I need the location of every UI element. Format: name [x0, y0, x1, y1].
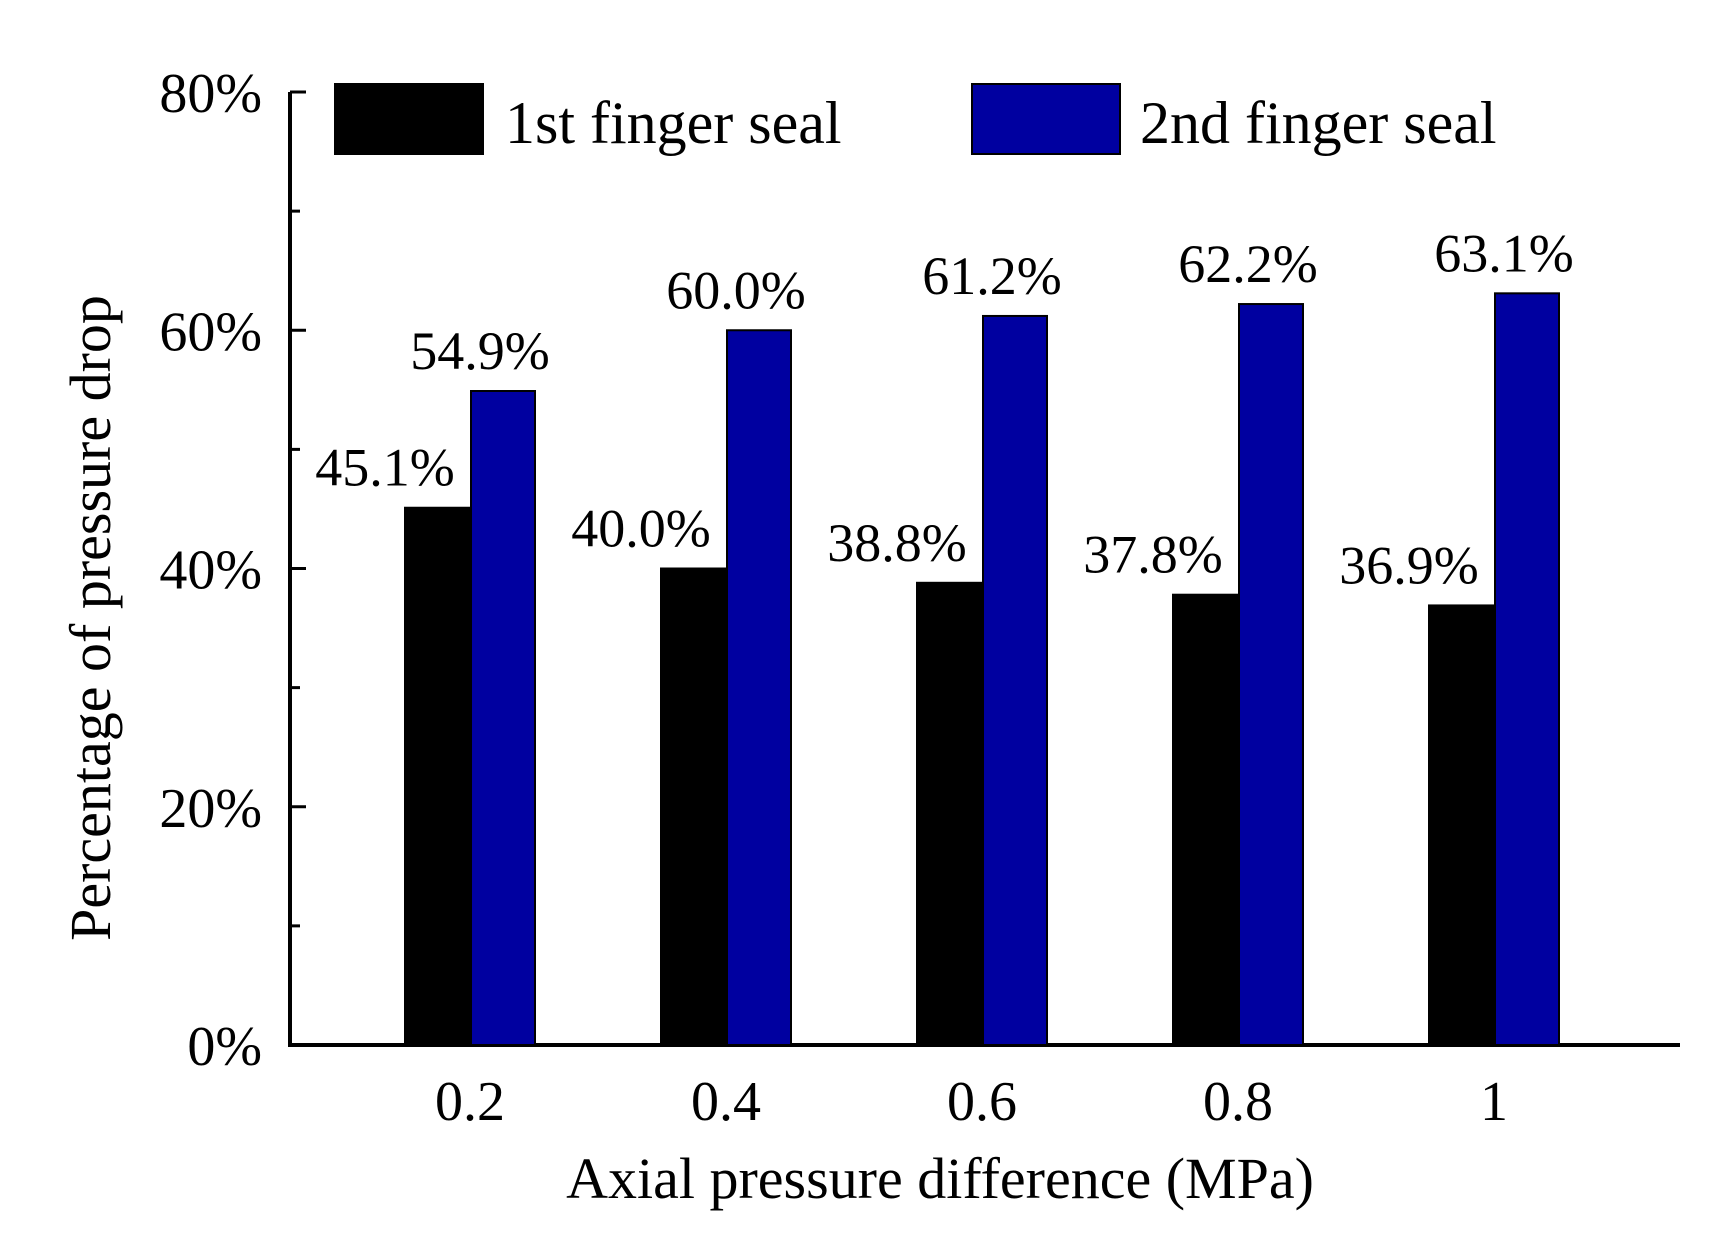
bar-2nd-finger-seal — [982, 314, 1048, 1046]
bars — [404, 292, 1560, 1047]
bar-1st-finger-seal — [660, 567, 726, 1046]
legend-label-1st-finger-seal: 1st finger seal — [505, 90, 842, 156]
bar-1st-finger-seal — [916, 581, 982, 1046]
legend-swatch-2nd-finger-seal — [971, 83, 1121, 155]
data-label: 61.2% — [922, 246, 1061, 306]
bar-1st-finger-seal — [404, 506, 470, 1046]
data-label: 62.2% — [1178, 234, 1317, 294]
x-tick-label: 0.8 — [1203, 1071, 1273, 1133]
data-label: 63.1% — [1434, 223, 1573, 283]
bar-1st-finger-seal — [1172, 593, 1238, 1047]
data-label: 37.8% — [1083, 525, 1222, 585]
bar-1st-finger-seal — [1428, 604, 1494, 1047]
x-tick-label: 0.6 — [947, 1071, 1017, 1133]
data-label: 54.9% — [410, 321, 549, 381]
legend-label-2nd-finger-seal: 2nd finger seal — [1140, 90, 1497, 156]
x-tick-label: 0.2 — [435, 1071, 505, 1133]
data-label: 36.9% — [1339, 535, 1478, 595]
y-axis-title: Percentage of pressure drop — [58, 295, 123, 941]
data-label: 38.8% — [827, 513, 966, 573]
bar-2nd-finger-seal — [1494, 292, 1560, 1047]
y-ticks: 0% 20% 40% 60% 80% — [159, 63, 306, 1078]
bar-2nd-finger-seal — [1238, 303, 1304, 1047]
data-label: 60.0% — [666, 260, 805, 320]
y-tick-label: 60% — [159, 301, 262, 363]
y-tick-label: 40% — [159, 540, 262, 602]
y-tick-label: 20% — [159, 778, 262, 840]
data-label: 40.0% — [571, 499, 710, 559]
bar-2nd-finger-seal — [470, 390, 536, 1047]
data-labels: 45.1% 54.9% 40.0% 60.0% 38.8% 61.2% 37.8% 62.2%… — [315, 223, 1573, 595]
x-tick-label: 0.4 — [691, 1071, 761, 1133]
x-axis-title: Axial pressure difference (MPa) — [566, 1146, 1314, 1211]
x-tick-labels: 0.2 0.4 0.6 0.8 1 — [435, 1071, 1508, 1133]
bar-2nd-finger-seal — [726, 329, 792, 1046]
data-label: 45.1% — [315, 438, 454, 498]
x-tick-label: 1 — [1480, 1071, 1508, 1133]
y-tick-label: 0% — [187, 1016, 262, 1078]
legend: 1st finger seal 2nd finger seal — [334, 83, 1497, 156]
legend-swatch-1st-finger-seal — [334, 83, 484, 155]
y-tick-label: 80% — [159, 63, 262, 125]
